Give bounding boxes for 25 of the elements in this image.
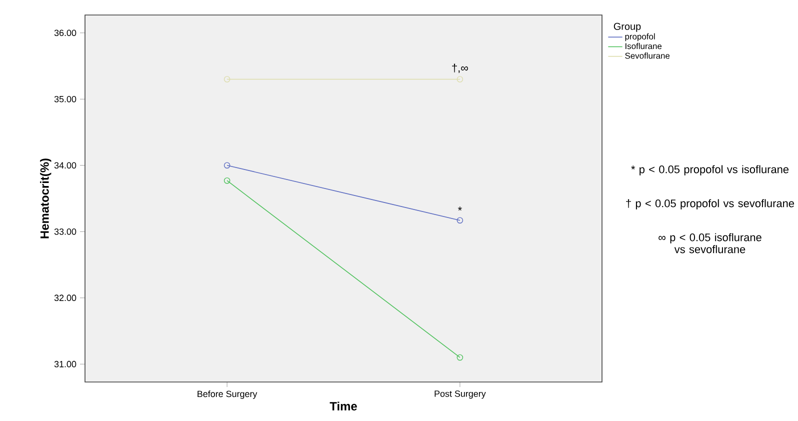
y-tick-label: 33.00	[54, 228, 76, 235]
text: * p < 0.05 propofol vs isoflurane	[631, 165, 789, 176]
y-tick-label: 34.00	[54, 162, 76, 169]
annotation: *	[458, 206, 462, 210]
y-tick-label: 32.00	[54, 294, 76, 302]
point	[456, 354, 464, 361]
y-tick-label: 35.00	[54, 96, 76, 102]
point	[224, 177, 230, 184]
point	[456, 217, 464, 224]
y-axis-title: Hematocrit(%)	[40, 158, 52, 238]
text: ∞ p < 0.05 isoflurane vs sevoflurane	[658, 233, 762, 254]
point	[224, 76, 230, 82]
point	[224, 162, 230, 169]
x-axis-title: Time	[330, 402, 357, 410]
legend-label: propofol	[625, 33, 655, 42]
legend-label: Isoflurane	[626, 42, 662, 50]
y-tick-label: 31.00	[54, 360, 76, 368]
x-tick-label: Post Surgery	[434, 390, 486, 399]
annotation: †,∞	[452, 64, 468, 74]
legend-label: Sevoflurane	[625, 52, 670, 59]
x-tick-label: Before Surgery	[198, 390, 258, 399]
text: † p < 0.05 propofol vs sevoflurane	[626, 199, 794, 210]
y-tick-label: 36.00	[54, 30, 76, 36]
legend-title: Group	[614, 22, 641, 32]
point	[456, 76, 464, 82]
